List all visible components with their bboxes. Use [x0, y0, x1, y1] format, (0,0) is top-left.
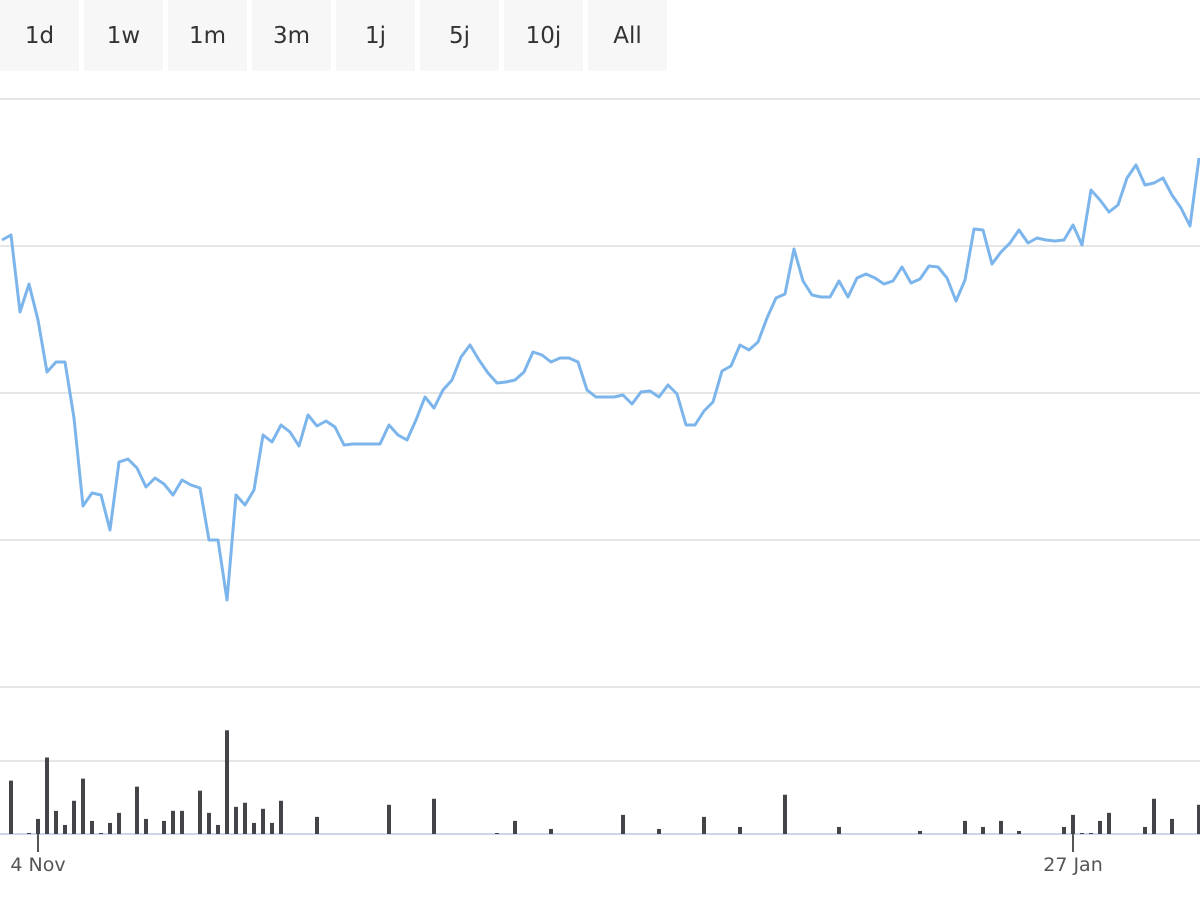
volume-bar — [279, 800, 283, 834]
volume-bar — [315, 816, 319, 834]
volume-bar — [261, 808, 265, 834]
volume-bar — [270, 822, 274, 834]
volume-bar — [63, 824, 67, 834]
volume-bar — [621, 814, 625, 834]
volume-bar — [783, 794, 787, 834]
range-button[interactable]: 3m — [252, 0, 331, 71]
volume-bar — [72, 800, 76, 834]
volume-bar — [9, 780, 13, 834]
volume-bar — [225, 730, 229, 834]
volume-bar — [36, 818, 40, 834]
volume-bar — [81, 778, 85, 834]
range-button[interactable]: All — [588, 0, 667, 71]
volume-bar — [216, 824, 220, 834]
volume-bar — [198, 790, 202, 834]
range-button[interactable]: 1d — [0, 0, 79, 71]
volume-bar — [918, 830, 922, 834]
volume-bar — [1197, 804, 1200, 834]
volume-bar — [432, 798, 436, 834]
x-tick-label: 4 Nov — [10, 854, 65, 876]
range-button[interactable]: 1w — [84, 0, 163, 71]
volume-bar — [387, 804, 391, 834]
price-line — [1, 157, 1200, 602]
volume-bar — [171, 810, 175, 834]
volume-bar — [54, 810, 58, 834]
volume-bar — [162, 820, 166, 834]
volume-bar — [1107, 812, 1111, 834]
volume-bar — [702, 816, 706, 834]
volume-bar — [1143, 826, 1147, 834]
volume-bar — [180, 810, 184, 834]
volume-bar — [45, 757, 49, 834]
x-tick-label: 27 Jan — [1043, 854, 1103, 876]
volume-bar — [117, 812, 121, 834]
range-button[interactable]: 10j — [504, 0, 583, 71]
volume-bar — [1089, 832, 1093, 834]
volume-bar — [837, 826, 841, 834]
volume-bar — [252, 822, 256, 834]
volume-bar — [1080, 832, 1084, 834]
volume-bar — [1017, 830, 1021, 834]
volume-bar — [1170, 818, 1174, 834]
volume-bar — [99, 832, 103, 834]
volume-bar — [207, 812, 211, 834]
volume-bar — [243, 802, 247, 834]
volume-bar — [657, 828, 661, 834]
volume-bar — [549, 828, 553, 834]
volume-bar — [1098, 820, 1102, 834]
volume-bar — [495, 832, 499, 834]
volume-bar — [999, 820, 1003, 834]
range-button[interactable]: 1j — [336, 0, 415, 71]
volume-bar — [1071, 814, 1075, 834]
volume-bar — [144, 818, 148, 834]
volume-bar — [234, 806, 238, 834]
volume-bar — [108, 822, 112, 834]
volume-bar — [1062, 826, 1066, 834]
volume-bar — [513, 820, 517, 834]
volume-bar — [90, 820, 94, 834]
volume-bar — [738, 826, 742, 834]
volume-bar — [27, 832, 31, 834]
volume-bar — [981, 826, 985, 834]
volume-bar — [963, 820, 967, 834]
volume-bar — [135, 786, 139, 834]
volume-bar — [1152, 798, 1156, 834]
range-button[interactable]: 5j — [420, 0, 499, 71]
range-button[interactable]: 1m — [168, 0, 247, 71]
